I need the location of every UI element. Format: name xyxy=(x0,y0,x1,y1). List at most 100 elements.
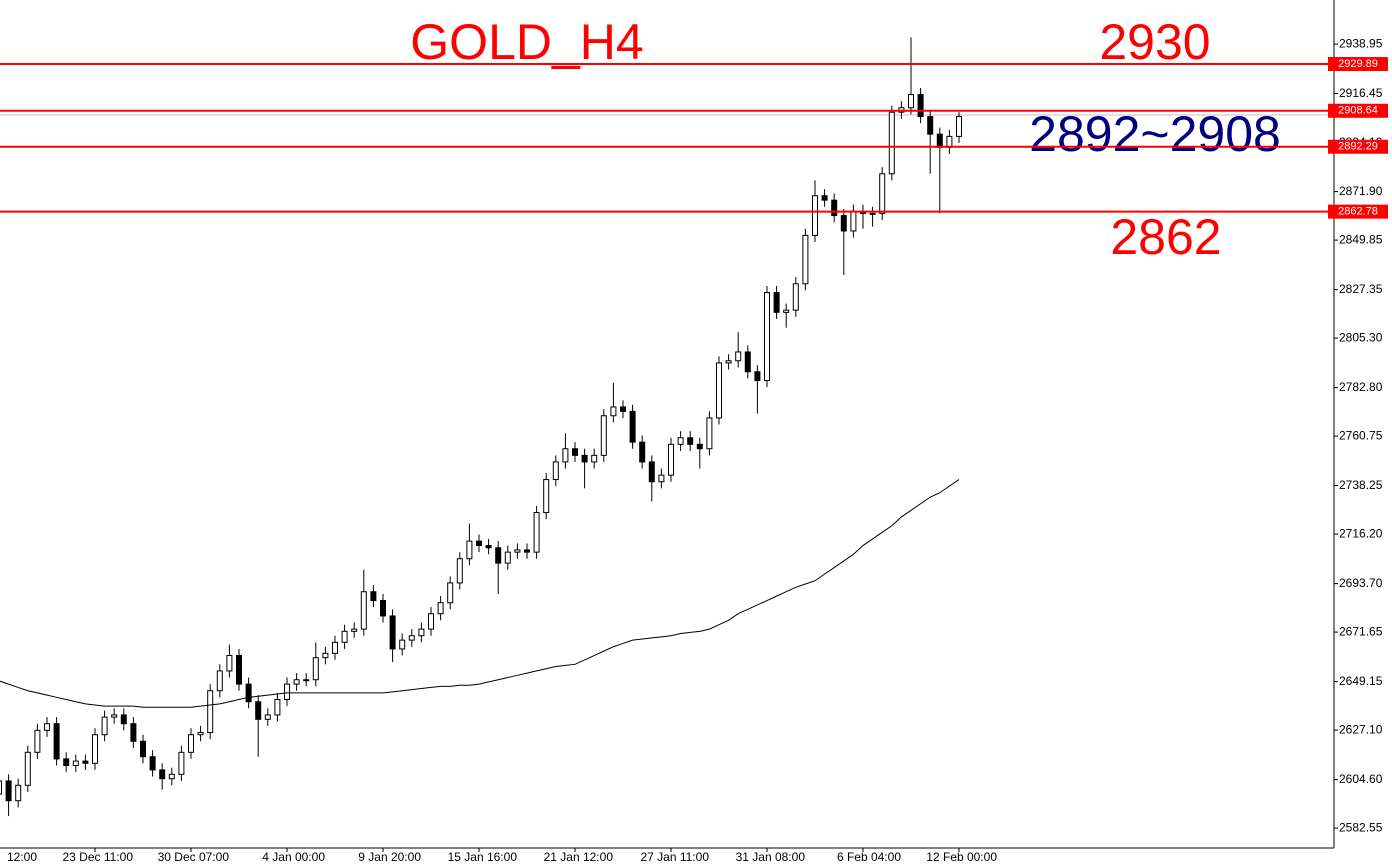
candle-body xyxy=(504,551,511,564)
candle-body xyxy=(226,655,233,672)
candle-body xyxy=(936,133,943,148)
level-label-bg xyxy=(1328,204,1388,219)
candle-body xyxy=(351,628,358,632)
candle-body xyxy=(696,443,703,450)
candle-body xyxy=(888,111,895,175)
candle-body xyxy=(485,545,492,549)
candle-body xyxy=(140,740,146,758)
candle-body xyxy=(322,652,329,659)
x-tick-label: 23 Dec 11:00 xyxy=(63,850,134,864)
candle-body xyxy=(466,540,473,560)
x-tick-label: 27 Jan 11:00 xyxy=(640,850,709,864)
candle-body xyxy=(24,751,31,786)
level-label: 2892.29 xyxy=(1338,141,1378,153)
candle-body xyxy=(284,683,290,701)
candle-body xyxy=(303,679,310,682)
candle-body xyxy=(360,591,367,630)
candle-body xyxy=(773,292,780,313)
candle-body xyxy=(610,406,617,417)
candle-body xyxy=(111,714,118,718)
candle-body xyxy=(620,406,626,412)
candle-body xyxy=(725,360,732,364)
candle-body xyxy=(312,657,319,681)
candle-body xyxy=(293,679,300,685)
candle-body xyxy=(917,94,924,118)
candle-body xyxy=(159,769,166,780)
level-label: 2908.64 xyxy=(1338,105,1378,117)
candle-body xyxy=(188,734,194,753)
candle-body xyxy=(658,474,665,483)
x-tick-label: 6 Feb 04:00 xyxy=(837,850,901,864)
candle-body xyxy=(408,635,415,641)
level-label-bg xyxy=(1328,139,1388,154)
candle-body xyxy=(92,734,98,764)
candle-body xyxy=(946,135,953,148)
x-tick-label: 12 Feb 00:00 xyxy=(926,850,997,864)
candle-body xyxy=(370,591,377,602)
candle-body xyxy=(706,417,713,450)
candle-body xyxy=(437,602,444,615)
candle-body xyxy=(264,714,271,720)
candle-body xyxy=(562,448,569,463)
level-label: 2862.78 xyxy=(1338,206,1378,218)
candle-body xyxy=(178,751,185,775)
candle-body xyxy=(629,410,636,443)
y-tick-label: 2738.25 xyxy=(1339,478,1383,492)
candle-body xyxy=(82,760,89,764)
y-tick-label: 2671.65 xyxy=(1339,624,1383,638)
candle-body xyxy=(869,212,876,215)
candle-body xyxy=(956,116,962,137)
candle-body xyxy=(581,454,588,463)
y-tick-label: 2782.80 xyxy=(1339,380,1383,394)
y-tick-label: 2693.70 xyxy=(1339,576,1383,590)
candle-body xyxy=(332,641,338,654)
y-tick-label: 2760.75 xyxy=(1339,428,1383,442)
candle-body xyxy=(600,415,607,456)
candle-body xyxy=(245,683,252,703)
candle-body xyxy=(63,758,70,767)
candle-body xyxy=(389,615,396,650)
candle-body xyxy=(754,371,761,382)
candle-body xyxy=(764,292,770,382)
candle-body xyxy=(380,600,386,617)
candle-body xyxy=(735,351,742,362)
level-label-bg xyxy=(1328,57,1388,72)
candle-body xyxy=(44,723,50,731)
y-tick-label: 2849.85 xyxy=(1339,232,1383,246)
y-tick-label: 2716.20 xyxy=(1339,526,1383,540)
candle-body xyxy=(428,613,434,630)
candle-body xyxy=(783,309,790,313)
candle-body xyxy=(418,628,425,637)
candle-body xyxy=(850,210,857,232)
candle-body xyxy=(15,784,22,802)
candle-body xyxy=(908,94,914,109)
candle-body xyxy=(552,461,559,481)
candle-body xyxy=(533,512,540,553)
candle-body xyxy=(5,780,12,802)
y-tick-label: 2938.95 xyxy=(1339,36,1383,50)
candle-body xyxy=(812,195,818,236)
candle-body xyxy=(716,362,722,419)
candle-body xyxy=(120,714,127,725)
annotation: 2862 xyxy=(1110,209,1221,265)
candle-body xyxy=(341,630,348,643)
candle-body xyxy=(197,732,204,736)
candle-body xyxy=(495,547,502,564)
candle-body xyxy=(0,780,2,795)
x-tick-label: 30 Dec 07:00 xyxy=(158,850,230,864)
candle-body xyxy=(821,195,828,201)
candle-body xyxy=(149,756,156,771)
candle-body xyxy=(668,443,674,476)
candle-body xyxy=(879,173,886,214)
annotation: 2892~2908 xyxy=(1029,106,1281,162)
candle-body xyxy=(591,454,598,463)
candle-body xyxy=(831,199,838,217)
candle-body xyxy=(927,116,934,135)
x-tick-label: 4 Jan 00:00 xyxy=(262,850,325,864)
candle-body xyxy=(840,215,847,232)
candle-body xyxy=(236,655,242,685)
candle-body xyxy=(168,773,175,780)
candle-body xyxy=(514,549,521,553)
y-tick-label: 2827.35 xyxy=(1339,282,1383,296)
